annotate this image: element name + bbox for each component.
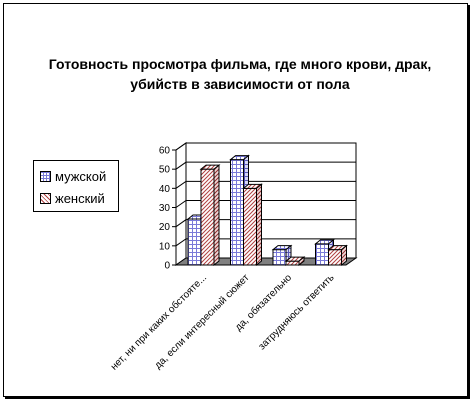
bar-female-side bbox=[213, 164, 220, 267]
gridline bbox=[175, 200, 356, 208]
gridline bbox=[175, 180, 356, 189]
gridline bbox=[175, 238, 356, 247]
bar-male bbox=[314, 238, 335, 267]
x-axis-labels: нет, ни при каких обстояте...да, если ин… bbox=[108, 271, 337, 372]
legend-swatch-female bbox=[40, 192, 51, 204]
legend-label-male: мужской bbox=[55, 168, 107, 184]
bar-male-front bbox=[315, 243, 329, 266]
x-tick-label: затрудняюсь ответить bbox=[257, 272, 337, 352]
bar-female-side bbox=[341, 244, 347, 267]
bar-female-side bbox=[298, 256, 305, 267]
y-tick-label: 0 bbox=[164, 261, 170, 272]
legend-swatch-male bbox=[40, 170, 51, 182]
bar-male-front bbox=[187, 218, 202, 266]
y-tick-label: 20 bbox=[159, 222, 171, 233]
legend: мужской женский bbox=[33, 160, 119, 212]
legend-item-male: мужской bbox=[40, 167, 106, 185]
y-tick-label: 30 bbox=[159, 203, 171, 214]
gridline bbox=[175, 161, 356, 170]
bar-female bbox=[327, 244, 348, 267]
y-axis-ticks: 0 10 20 30 40 50 60 bbox=[159, 146, 177, 272]
gridlines bbox=[175, 142, 356, 247]
bar-female-front bbox=[200, 168, 215, 266]
y-tick-label: 10 bbox=[159, 241, 171, 252]
chart-title: Готовность просмотра фильма, где много к… bbox=[48, 56, 432, 92]
gridline bbox=[175, 219, 356, 228]
bar-female-front bbox=[285, 260, 300, 266]
bar-female-front bbox=[328, 249, 342, 266]
bars bbox=[186, 154, 348, 267]
y-tick-label: 50 bbox=[159, 165, 171, 176]
bar-female bbox=[242, 183, 263, 267]
legend-label-female: женский bbox=[55, 190, 105, 206]
bar-male-front bbox=[230, 159, 244, 266]
gridline bbox=[175, 142, 356, 151]
bar-male-front bbox=[272, 249, 287, 266]
bar-female-front bbox=[243, 187, 257, 266]
y-tick-label: 60 bbox=[159, 146, 171, 157]
y-tick-label: 40 bbox=[159, 184, 171, 195]
bar-female bbox=[199, 164, 221, 267]
bar-female bbox=[284, 256, 306, 267]
legend-item-female: женский bbox=[40, 189, 105, 207]
bar-female-side bbox=[256, 183, 262, 267]
